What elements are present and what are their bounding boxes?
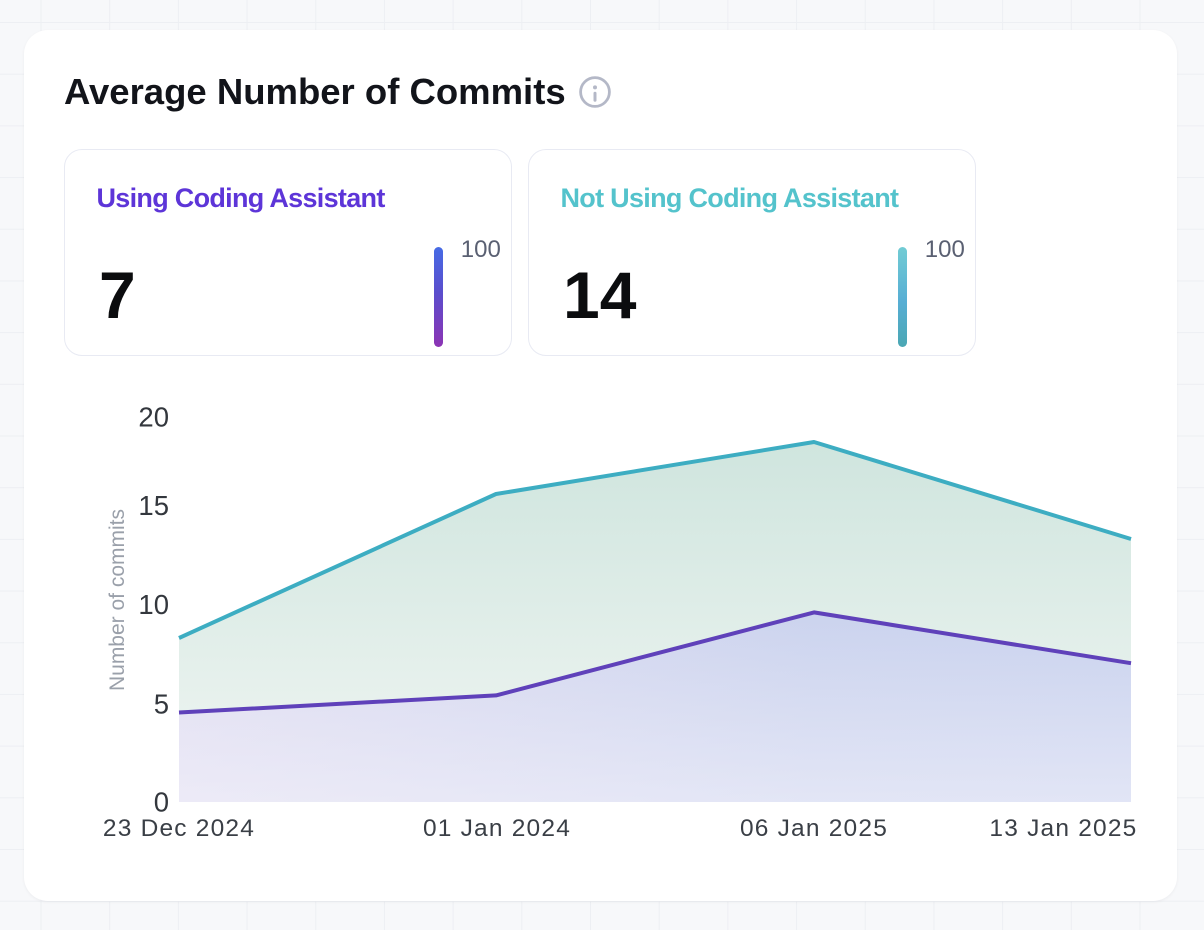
svg-text:10: 10 [138, 589, 169, 620]
svg-text:01 Jan 2024: 01 Jan 2024 [423, 815, 571, 842]
svg-text:15: 15 [138, 490, 169, 521]
svg-text:13 Jan 2025: 13 Jan 2025 [989, 815, 1137, 842]
svg-text:Number of commits: Number of commits [106, 509, 129, 691]
svg-text:23 Dec 2024: 23 Dec 2024 [103, 815, 255, 842]
svg-text:0: 0 [154, 787, 169, 818]
svg-text:06 Jan 2025: 06 Jan 2025 [740, 815, 888, 842]
svg-text:5: 5 [154, 689, 169, 720]
svg-text:20: 20 [138, 402, 169, 433]
